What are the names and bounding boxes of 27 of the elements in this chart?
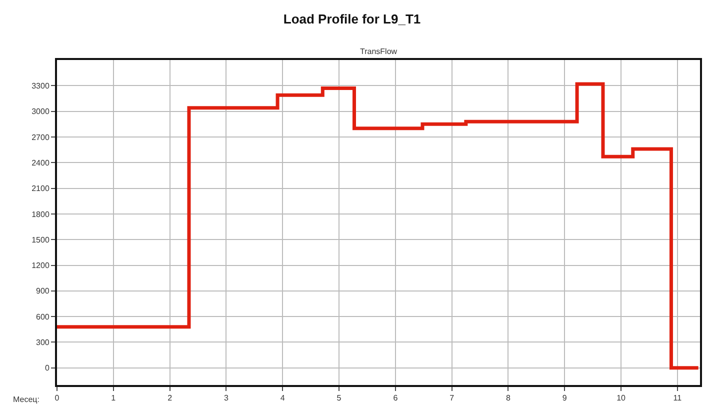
x-tick-label: 1: [111, 394, 116, 403]
chart-title: Load Profile for L9_T1: [283, 11, 421, 26]
x-tick-label: 5: [336, 394, 342, 403]
x-axis-title: Месец:: [13, 395, 40, 404]
y-tick-label: 0: [44, 364, 50, 373]
y-tick-label: 1200: [32, 261, 50, 270]
y-tick-label: 3300: [32, 81, 50, 90]
y-tick-label: 3000: [32, 107, 50, 116]
x-tick-label: 4: [280, 394, 286, 403]
x-tick-label: 6: [393, 394, 398, 403]
x-tick-label: 0: [54, 394, 60, 403]
y-tick-label: 2100: [32, 184, 50, 194]
y-tick-label: 2700: [32, 132, 50, 142]
x-tick-label: 3: [224, 394, 229, 403]
chart-subtitle: TransFlow: [360, 47, 398, 56]
x-tick-label: 7: [450, 394, 455, 403]
y-tick-label: 300: [36, 338, 50, 348]
x-tick-label: 11: [673, 394, 682, 403]
y-tick-label: 1800: [32, 210, 50, 219]
x-tick-label: 9: [562, 394, 568, 403]
x-tick-label: 10: [616, 394, 626, 403]
x-tick-label: 8: [506, 394, 512, 403]
y-tick-label: 1500: [32, 235, 50, 244]
y-tick-label: 600: [36, 312, 50, 322]
x-tick-label: 2: [168, 394, 173, 403]
y-tick-label: 2400: [32, 158, 50, 168]
y-tick-label: 900: [36, 286, 50, 296]
